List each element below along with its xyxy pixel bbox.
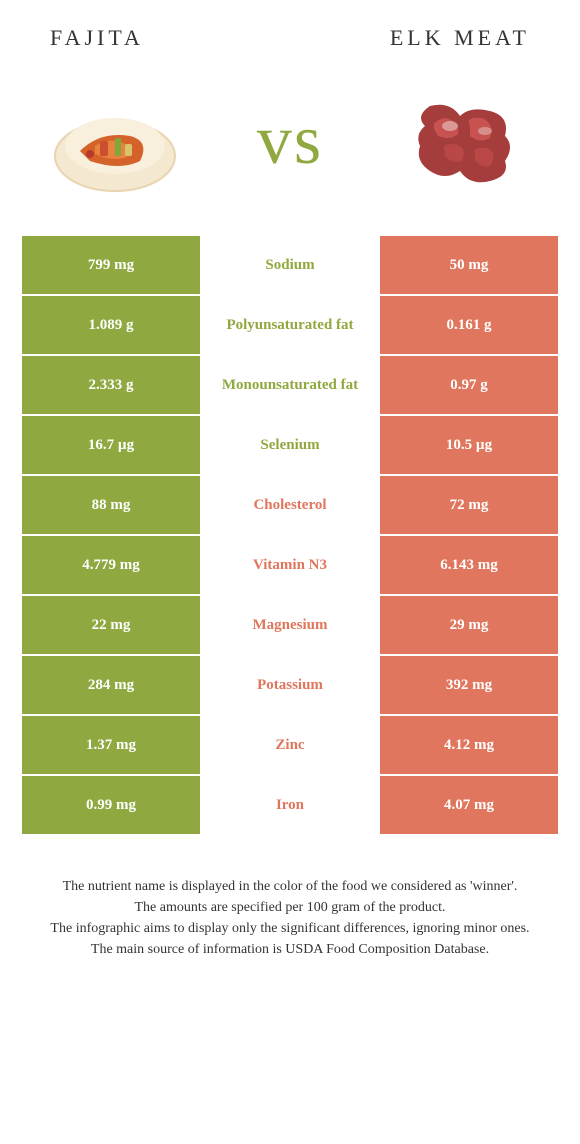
right-food-image: [390, 76, 540, 206]
right-value: 50 mg: [380, 236, 558, 294]
nutrient-label: Monounsaturated fat: [200, 356, 380, 414]
vs-label: vs: [257, 101, 323, 181]
right-food-title: ELK MEAT: [290, 25, 530, 51]
nutrient-label: Magnesium: [200, 596, 380, 654]
right-value: 0.161 g: [380, 296, 558, 354]
table-row: 0.99 mgIron4.07 mg: [22, 776, 558, 836]
nutrient-label: Polyunsaturated fat: [200, 296, 380, 354]
left-value: 22 mg: [22, 596, 200, 654]
right-value: 29 mg: [380, 596, 558, 654]
footnote-line: The infographic aims to display only the…: [30, 918, 550, 939]
left-value: 4.779 mg: [22, 536, 200, 594]
header-row: FAJITA ELK MEAT: [0, 0, 580, 66]
table-row: 1.089 gPolyunsaturated fat0.161 g: [22, 296, 558, 356]
footnote-line: The main source of information is USDA F…: [30, 939, 550, 960]
left-value: 0.99 mg: [22, 776, 200, 834]
table-row: 284 mgPotassium392 mg: [22, 656, 558, 716]
right-value: 0.97 g: [380, 356, 558, 414]
table-row: 1.37 mgZinc4.12 mg: [22, 716, 558, 776]
nutrient-label: Potassium: [200, 656, 380, 714]
infographic-container: FAJITA ELK MEAT vs: [0, 0, 580, 990]
table-row: 88 mgCholesterol72 mg: [22, 476, 558, 536]
footnote-line: The nutrient name is displayed in the co…: [30, 876, 550, 897]
right-value: 10.5 µg: [380, 416, 558, 474]
images-row: vs: [0, 66, 580, 236]
left-value: 88 mg: [22, 476, 200, 534]
right-value: 4.07 mg: [380, 776, 558, 834]
left-value: 2.333 g: [22, 356, 200, 414]
footnote-line: The amounts are specified per 100 gram o…: [30, 897, 550, 918]
right-value: 4.12 mg: [380, 716, 558, 774]
left-value: 799 mg: [22, 236, 200, 294]
nutrient-label: Iron: [200, 776, 380, 834]
nutrient-label: Selenium: [200, 416, 380, 474]
nutrient-label: Cholesterol: [200, 476, 380, 534]
right-value: 72 mg: [380, 476, 558, 534]
table-row: 2.333 gMonounsaturated fat0.97 g: [22, 356, 558, 416]
left-value: 1.089 g: [22, 296, 200, 354]
nutrient-label: Sodium: [200, 236, 380, 294]
nutrient-table: 799 mgSodium50 mg1.089 gPolyunsaturated …: [22, 236, 558, 836]
right-value: 6.143 mg: [380, 536, 558, 594]
left-food-image: [40, 76, 190, 206]
left-food-title: FAJITA: [50, 25, 290, 51]
table-row: 22 mgMagnesium29 mg: [22, 596, 558, 656]
left-value: 16.7 µg: [22, 416, 200, 474]
table-row: 4.779 mgVitamin N36.143 mg: [22, 536, 558, 596]
footnotes: The nutrient name is displayed in the co…: [0, 836, 580, 990]
table-row: 799 mgSodium50 mg: [22, 236, 558, 296]
left-value: 1.37 mg: [22, 716, 200, 774]
nutrient-label: Vitamin N3: [200, 536, 380, 594]
table-row: 16.7 µgSelenium10.5 µg: [22, 416, 558, 476]
left-value: 284 mg: [22, 656, 200, 714]
right-value: 392 mg: [380, 656, 558, 714]
nutrient-label: Zinc: [200, 716, 380, 774]
